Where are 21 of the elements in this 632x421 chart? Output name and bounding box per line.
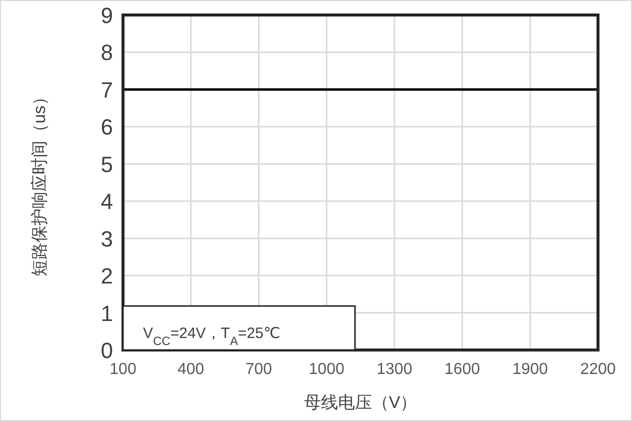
y-tick-label: 7 xyxy=(100,77,113,102)
x-tick-label: 1300 xyxy=(376,361,412,378)
y-tick-label: 2 xyxy=(100,264,113,289)
x-tick-label: 100 xyxy=(110,361,136,378)
y-tick-label: 6 xyxy=(100,114,113,140)
x-tick-label: 1600 xyxy=(444,361,480,378)
y-axis-title: 短路保护响应时间（us） xyxy=(30,88,49,276)
y-tick-label: 1 xyxy=(100,300,113,326)
y-tick-label: 5 xyxy=(100,152,113,177)
x-tick-label: 1000 xyxy=(308,361,344,378)
x-tick-label: 400 xyxy=(178,361,204,378)
x-tick-label: 1900 xyxy=(512,361,548,378)
y-tick-label: 4 xyxy=(100,189,113,214)
x-axis-title: 母线电压（V） xyxy=(304,393,418,412)
x-tick-label: 2200 xyxy=(580,361,616,378)
y-tick-label: 9 xyxy=(100,3,113,28)
y-tick-label: 3 xyxy=(100,226,113,252)
x-tick-label: 700 xyxy=(245,361,272,378)
y-tick-label: 8 xyxy=(100,40,113,66)
annotation: V$_{CC}$=24V，T$_{A}$=25℃ xyxy=(143,325,280,348)
y-tick-label: 0 xyxy=(100,338,113,363)
